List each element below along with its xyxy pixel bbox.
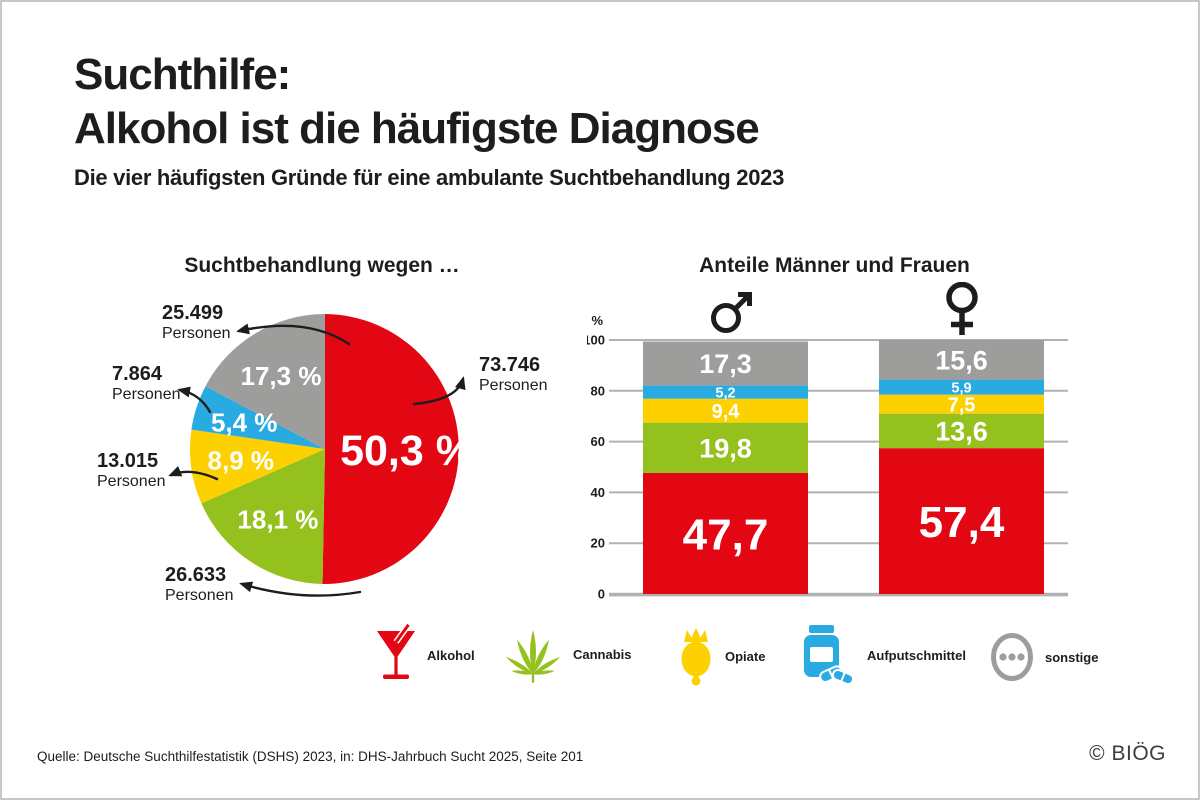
callout-persons-suffix: Personen [97,473,166,490]
pie-percent-label-sonstige: 17,3 % [241,361,322,391]
pie-slice-aufputschmittel [191,386,325,449]
legend-item-sonstige: sonstige [990,632,1098,682]
callout-arrow-aufputschmittel [177,386,212,414]
callout-arrow-sonstige [236,323,351,346]
title-line2: Alkohol ist die häufigste Diagnose [74,104,760,153]
y-tick-0: 0 [598,587,605,602]
page-subtitle: Die vier häufigsten Gründe für eine ambu… [74,165,785,190]
pie-callout-arrows [168,323,466,597]
biog-logo: © BIÖG [1089,742,1166,765]
cocktail-icon [377,624,415,679]
y-tick-20: 20 [591,536,605,551]
pie-percent-label-cannabis: 18,1 % [237,505,318,535]
male-icon [711,292,752,333]
callout-arrow-alkohol [412,376,466,406]
y-tick-80: 80 [591,383,605,398]
legend-item-opiate: Opiate [678,626,765,686]
callout-persons-suffix: Personen [162,325,231,342]
bar-segment-label-männer-opiate: 9,4 [712,401,741,423]
bar-segment-label-frauen-cannabis: 13,6 [935,417,988,447]
bar-segment-label-männer-sonstige: 17,3 [699,349,752,379]
callout-arrow-cannabis [239,581,362,597]
legend-label-sonstige: sonstige [1045,649,1099,665]
bar-segment-label-männer-cannabis: 19,8 [699,433,752,463]
callout-persons-suffix: Personen [479,377,548,394]
bar-segment-label-frauen-opiate: 7,5 [948,394,976,416]
pie-slice-alkohol [322,314,459,585]
callout-persons-count: 25.499 [162,302,224,324]
callout-persons-count: 13.015 [97,450,159,472]
pie-callout-aufputschmittel: 7.864 Personen [112,363,181,404]
pie-chart-title: Suchtbehandlung wegen … [184,254,460,277]
female-icon [946,282,978,335]
pie-callout-alkohol: 73.746 Personen [479,354,548,395]
pie-slice-sonstige [205,314,325,449]
bar-segment-label-männer-aufputschmittel: 5,2 [715,385,735,401]
callout-persons-count: 26.633 [165,564,227,586]
pie-percent-label-aufputschmittel: 5,4 % [211,408,278,438]
pie-callout-opiate: 13.015 Personen [97,450,166,491]
source-note: Quelle: Deutsche Suchthilfestatistik (DS… [37,749,584,764]
pie-percent-label-alkohol: 50,3 % [340,427,474,475]
bar-segment-frauen-cannabis [879,413,1044,449]
bar-segment-frauen-aufputschmittel [879,379,1044,395]
title-line1: Suchthilfe: [74,50,291,99]
legend-label-alkohol: Alkohol [427,647,475,663]
callout-persons-count: 7.864 [112,363,163,385]
bar-segment-männer-alkohol [643,472,808,594]
legend-label-cannabis: Cannabis [573,646,632,662]
y-axis-unit-label: % [591,313,603,328]
callout-persons-suffix: Personen [165,587,234,604]
callout-persons-suffix: Personen [112,386,181,403]
bar-segment-männer-opiate [643,398,808,423]
bar-segment-frauen-opiate [879,394,1044,414]
pie-chart: 50,3 % 18,1 % 8,9 % 5,4 % 17,3 % [168,314,474,597]
legend-item-aufputschmittel: Aufputschmittel [800,624,966,686]
legend-label-opiate: Opiate [725,648,766,664]
pie-slice-cannabis [201,449,325,584]
bar-segment-frauen-alkohol [879,448,1044,594]
page-title: Suchthilfe: Alkohol ist die häufigste Di… [74,48,760,156]
callout-persons-count: 73.746 [479,354,541,376]
bar-segment-männer-sonstige [643,341,808,386]
bar-segment-label-frauen-alkohol: 57,4 [919,498,1005,547]
callout-arrow-opiate [168,466,219,481]
cannabis-leaf-icon [505,630,561,683]
y-tick-100: 100 [587,333,605,348]
ellipsis-circle-icon [991,633,1033,681]
y-tick-40: 40 [591,485,605,500]
y-tick-60: 60 [591,434,605,449]
pie-percent-label-opiate: 8,9 % [208,445,274,475]
legend-item-alkohol: Alkohol [376,624,475,686]
pill-bottle-icon [804,625,855,686]
legend-label-aufputschmittel: Aufputschmittel [867,647,966,663]
legend-item-cannabis: Cannabis [504,624,632,684]
bar-segment-männer-aufputschmittel [643,385,808,399]
poppy-icon [681,628,711,686]
pie-callout-sonstige: 25.499 Personen [162,302,231,343]
bar-segment-label-frauen-aufputschmittel: 5,9 [951,380,971,396]
bar-segment-frauen-sonstige [879,340,1044,380]
bar-segment-männer-cannabis [643,422,808,473]
bar-segment-label-männer-alkohol: 47,7 [683,510,769,559]
stacked-bar-chart: 47,7 19,8 9,45,2 17,3 57,4 13,67,55,9 15,6 0 20… [587,313,1068,602]
bar-segment-label-frauen-sonstige: 15,6 [935,346,988,376]
pie-callout-cannabis: 26.633 Personen [165,564,234,605]
pie-slice-opiate [189,429,325,504]
bar-chart-title: Anteile Männer und Frauen [699,254,970,277]
